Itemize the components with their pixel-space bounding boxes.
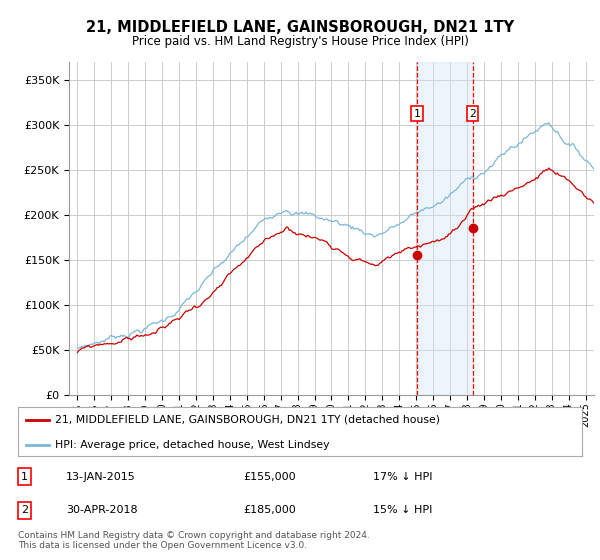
Text: 17% ↓ HPI: 17% ↓ HPI — [373, 472, 433, 482]
Text: Contains HM Land Registry data © Crown copyright and database right 2024.
This d: Contains HM Land Registry data © Crown c… — [18, 531, 370, 550]
Text: 1: 1 — [413, 109, 420, 119]
Text: £155,000: £155,000 — [244, 472, 296, 482]
Bar — [417, 62, 473, 395]
Text: 13-JAN-2015: 13-JAN-2015 — [66, 472, 136, 482]
Text: 30-APR-2018: 30-APR-2018 — [66, 506, 137, 515]
Text: 21, MIDDLEFIELD LANE, GAINSBOROUGH, DN21 1TY: 21, MIDDLEFIELD LANE, GAINSBOROUGH, DN21… — [86, 20, 514, 35]
Text: 1: 1 — [21, 472, 28, 482]
Text: 2: 2 — [21, 506, 28, 515]
Text: Price paid vs. HM Land Registry's House Price Index (HPI): Price paid vs. HM Land Registry's House … — [131, 35, 469, 48]
Text: 21, MIDDLEFIELD LANE, GAINSBOROUGH, DN21 1TY (detached house): 21, MIDDLEFIELD LANE, GAINSBOROUGH, DN21… — [55, 415, 440, 425]
Text: HPI: Average price, detached house, West Lindsey: HPI: Average price, detached house, West… — [55, 440, 329, 450]
Text: 15% ↓ HPI: 15% ↓ HPI — [373, 506, 433, 515]
Text: 2: 2 — [469, 109, 476, 119]
Text: £185,000: £185,000 — [244, 506, 296, 515]
